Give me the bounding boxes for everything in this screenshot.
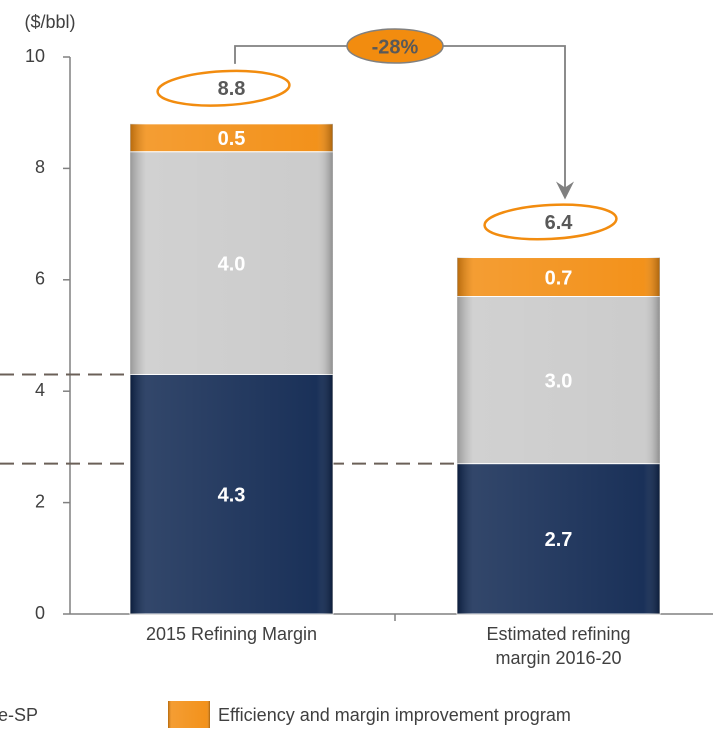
segment-label: 0.5 bbox=[218, 128, 246, 150]
total-ellipse bbox=[483, 203, 618, 241]
y-tick-label: 0 bbox=[35, 603, 45, 623]
y-tick-label: 10 bbox=[25, 46, 45, 66]
total-label: 6.4 bbox=[545, 212, 574, 234]
y-tick-label: 4 bbox=[35, 380, 45, 400]
total-ellipse bbox=[156, 69, 291, 107]
x-tick-label: 2015 Refining Margin bbox=[145, 624, 318, 644]
segment-label: 2.7 bbox=[545, 529, 573, 551]
arrow-head bbox=[556, 181, 574, 200]
legend-label: e-SP bbox=[0, 705, 38, 725]
legend-label: Efficiency and margin improvement progra… bbox=[218, 705, 571, 725]
segment-label: 0.7 bbox=[545, 267, 573, 289]
bar-shade bbox=[130, 374, 333, 614]
bar-shade bbox=[457, 296, 660, 464]
y-tick-label: 6 bbox=[35, 269, 45, 289]
y-axis-label: ($/bbl) bbox=[24, 12, 75, 32]
legend-shade bbox=[168, 701, 210, 728]
segment-label: 4.0 bbox=[218, 253, 246, 275]
total-label: 8.8 bbox=[218, 78, 246, 100]
y-tick-label: 8 bbox=[35, 157, 45, 177]
bar-shade bbox=[130, 123, 333, 152]
bar-shade bbox=[457, 257, 660, 297]
x-tick-label: Estimated refining margin 2016-20 bbox=[486, 624, 631, 668]
bar-shade bbox=[457, 463, 660, 614]
bar-shade bbox=[130, 151, 333, 375]
change-label: -28% bbox=[372, 36, 419, 58]
y-tick-label: 2 bbox=[35, 491, 45, 511]
segment-label: 4.3 bbox=[218, 485, 246, 507]
segment-label: 3.0 bbox=[545, 370, 573, 392]
change-badge bbox=[346, 28, 444, 64]
